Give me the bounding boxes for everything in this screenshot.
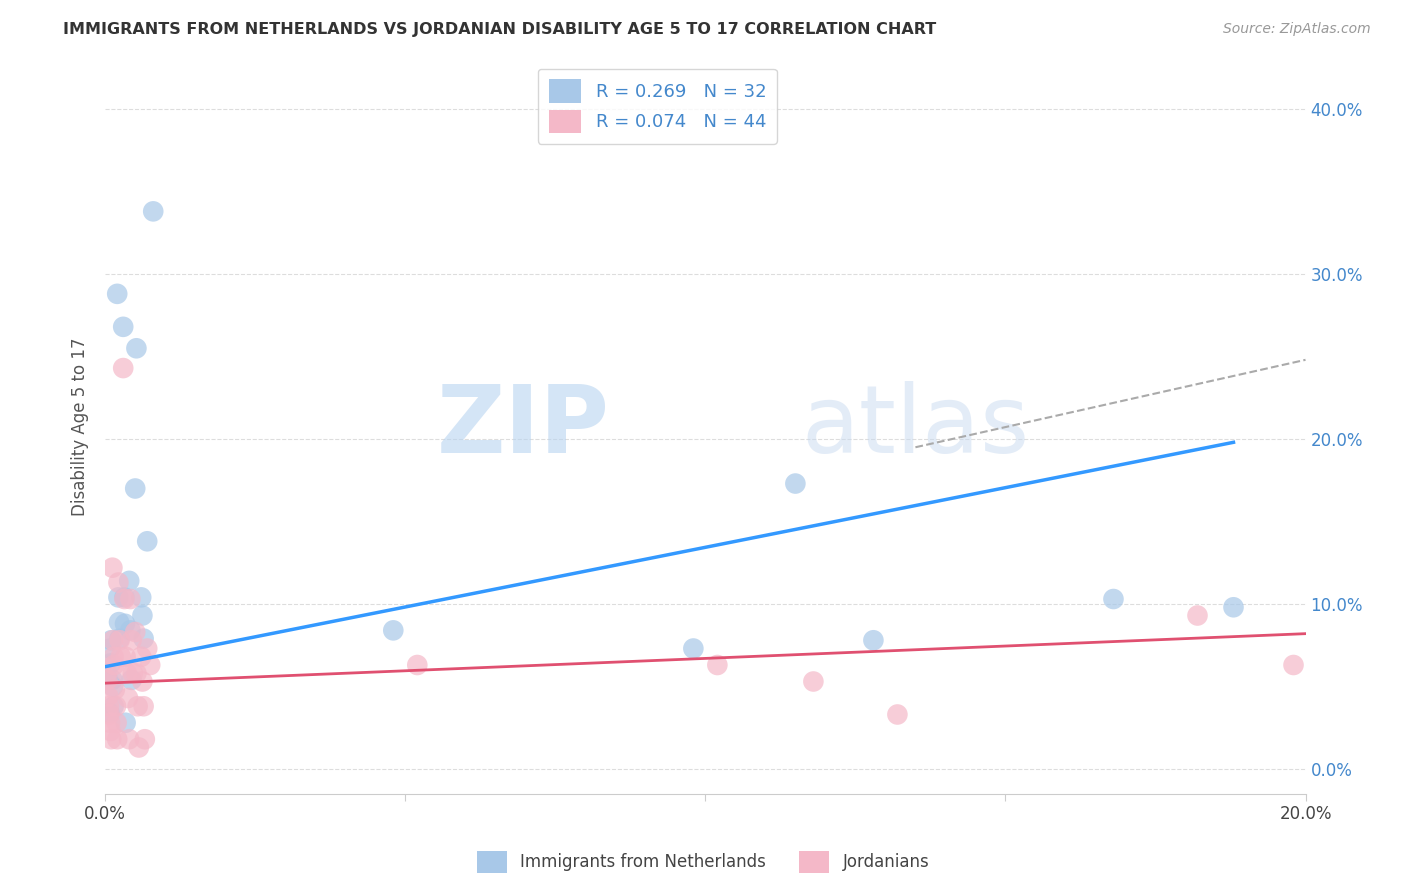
Point xyxy=(142,204,165,219)
Legend: R = 0.269   N = 32, R = 0.074   N = 44: R = 0.269 N = 32, R = 0.074 N = 44 xyxy=(537,69,778,144)
Point xyxy=(103,649,125,664)
Point xyxy=(125,341,148,355)
Point xyxy=(382,624,405,638)
Point xyxy=(101,673,124,687)
Point xyxy=(105,699,128,714)
Point xyxy=(1187,608,1209,623)
Point xyxy=(121,633,143,648)
Point xyxy=(101,633,124,648)
Point xyxy=(121,673,143,687)
Point xyxy=(682,641,704,656)
Point xyxy=(406,658,429,673)
Point xyxy=(104,682,127,697)
Point xyxy=(127,699,149,714)
Point xyxy=(125,666,148,681)
Point xyxy=(98,707,121,722)
Point xyxy=(100,633,122,648)
Point xyxy=(134,732,156,747)
Point xyxy=(136,641,159,656)
Point xyxy=(107,591,129,605)
Text: Source: ZipAtlas.com: Source: ZipAtlas.com xyxy=(1223,22,1371,37)
Point xyxy=(97,690,120,704)
Text: IMMIGRANTS FROM NETHERLANDS VS JORDANIAN DISABILITY AGE 5 TO 17 CORRELATION CHAR: IMMIGRANTS FROM NETHERLANDS VS JORDANIAN… xyxy=(63,22,936,37)
Point xyxy=(100,723,122,738)
Point xyxy=(139,658,162,673)
Point xyxy=(97,673,120,687)
Point xyxy=(115,666,138,681)
Point xyxy=(103,699,125,714)
Point xyxy=(112,592,135,607)
Text: ZIP: ZIP xyxy=(436,381,609,473)
Point xyxy=(108,632,131,646)
Point xyxy=(124,482,146,496)
Point xyxy=(120,592,142,607)
Point xyxy=(101,560,124,574)
Point xyxy=(112,361,135,376)
Point xyxy=(132,699,155,714)
Point xyxy=(132,632,155,646)
Point xyxy=(97,699,120,714)
Point xyxy=(103,658,125,673)
Point xyxy=(114,715,136,730)
Point xyxy=(100,732,122,747)
Point xyxy=(136,534,159,549)
Point xyxy=(129,649,152,664)
Point xyxy=(118,574,141,588)
Point xyxy=(96,666,118,681)
Point xyxy=(121,666,143,681)
Point xyxy=(101,680,124,694)
Point xyxy=(803,674,825,689)
Point xyxy=(1102,592,1125,607)
Point xyxy=(131,608,153,623)
Point xyxy=(785,476,807,491)
Point xyxy=(105,715,128,730)
Legend: Immigrants from Netherlands, Jordanians: Immigrants from Netherlands, Jordanians xyxy=(470,845,936,880)
Point xyxy=(108,615,131,629)
Point xyxy=(706,658,728,673)
Point xyxy=(105,286,128,301)
Point xyxy=(108,633,131,648)
Point xyxy=(98,715,121,730)
Point xyxy=(118,732,141,747)
Point xyxy=(117,691,139,706)
Point xyxy=(100,657,122,671)
Point xyxy=(97,673,120,687)
Point xyxy=(114,649,136,664)
Point xyxy=(124,625,146,640)
Point xyxy=(114,616,136,631)
Point xyxy=(105,732,128,747)
Point xyxy=(129,591,152,605)
Text: atlas: atlas xyxy=(801,381,1029,473)
Point xyxy=(862,633,884,648)
Point xyxy=(120,624,142,638)
Point xyxy=(131,674,153,689)
Point xyxy=(98,641,121,656)
Point xyxy=(1222,600,1244,615)
Point xyxy=(128,740,150,755)
Point xyxy=(112,591,135,605)
Point xyxy=(1282,658,1305,673)
Point xyxy=(112,319,135,334)
Point xyxy=(98,706,121,720)
Point xyxy=(886,707,908,722)
Point xyxy=(107,575,129,590)
Y-axis label: Disability Age 5 to 17: Disability Age 5 to 17 xyxy=(72,337,89,516)
Point xyxy=(110,649,132,664)
